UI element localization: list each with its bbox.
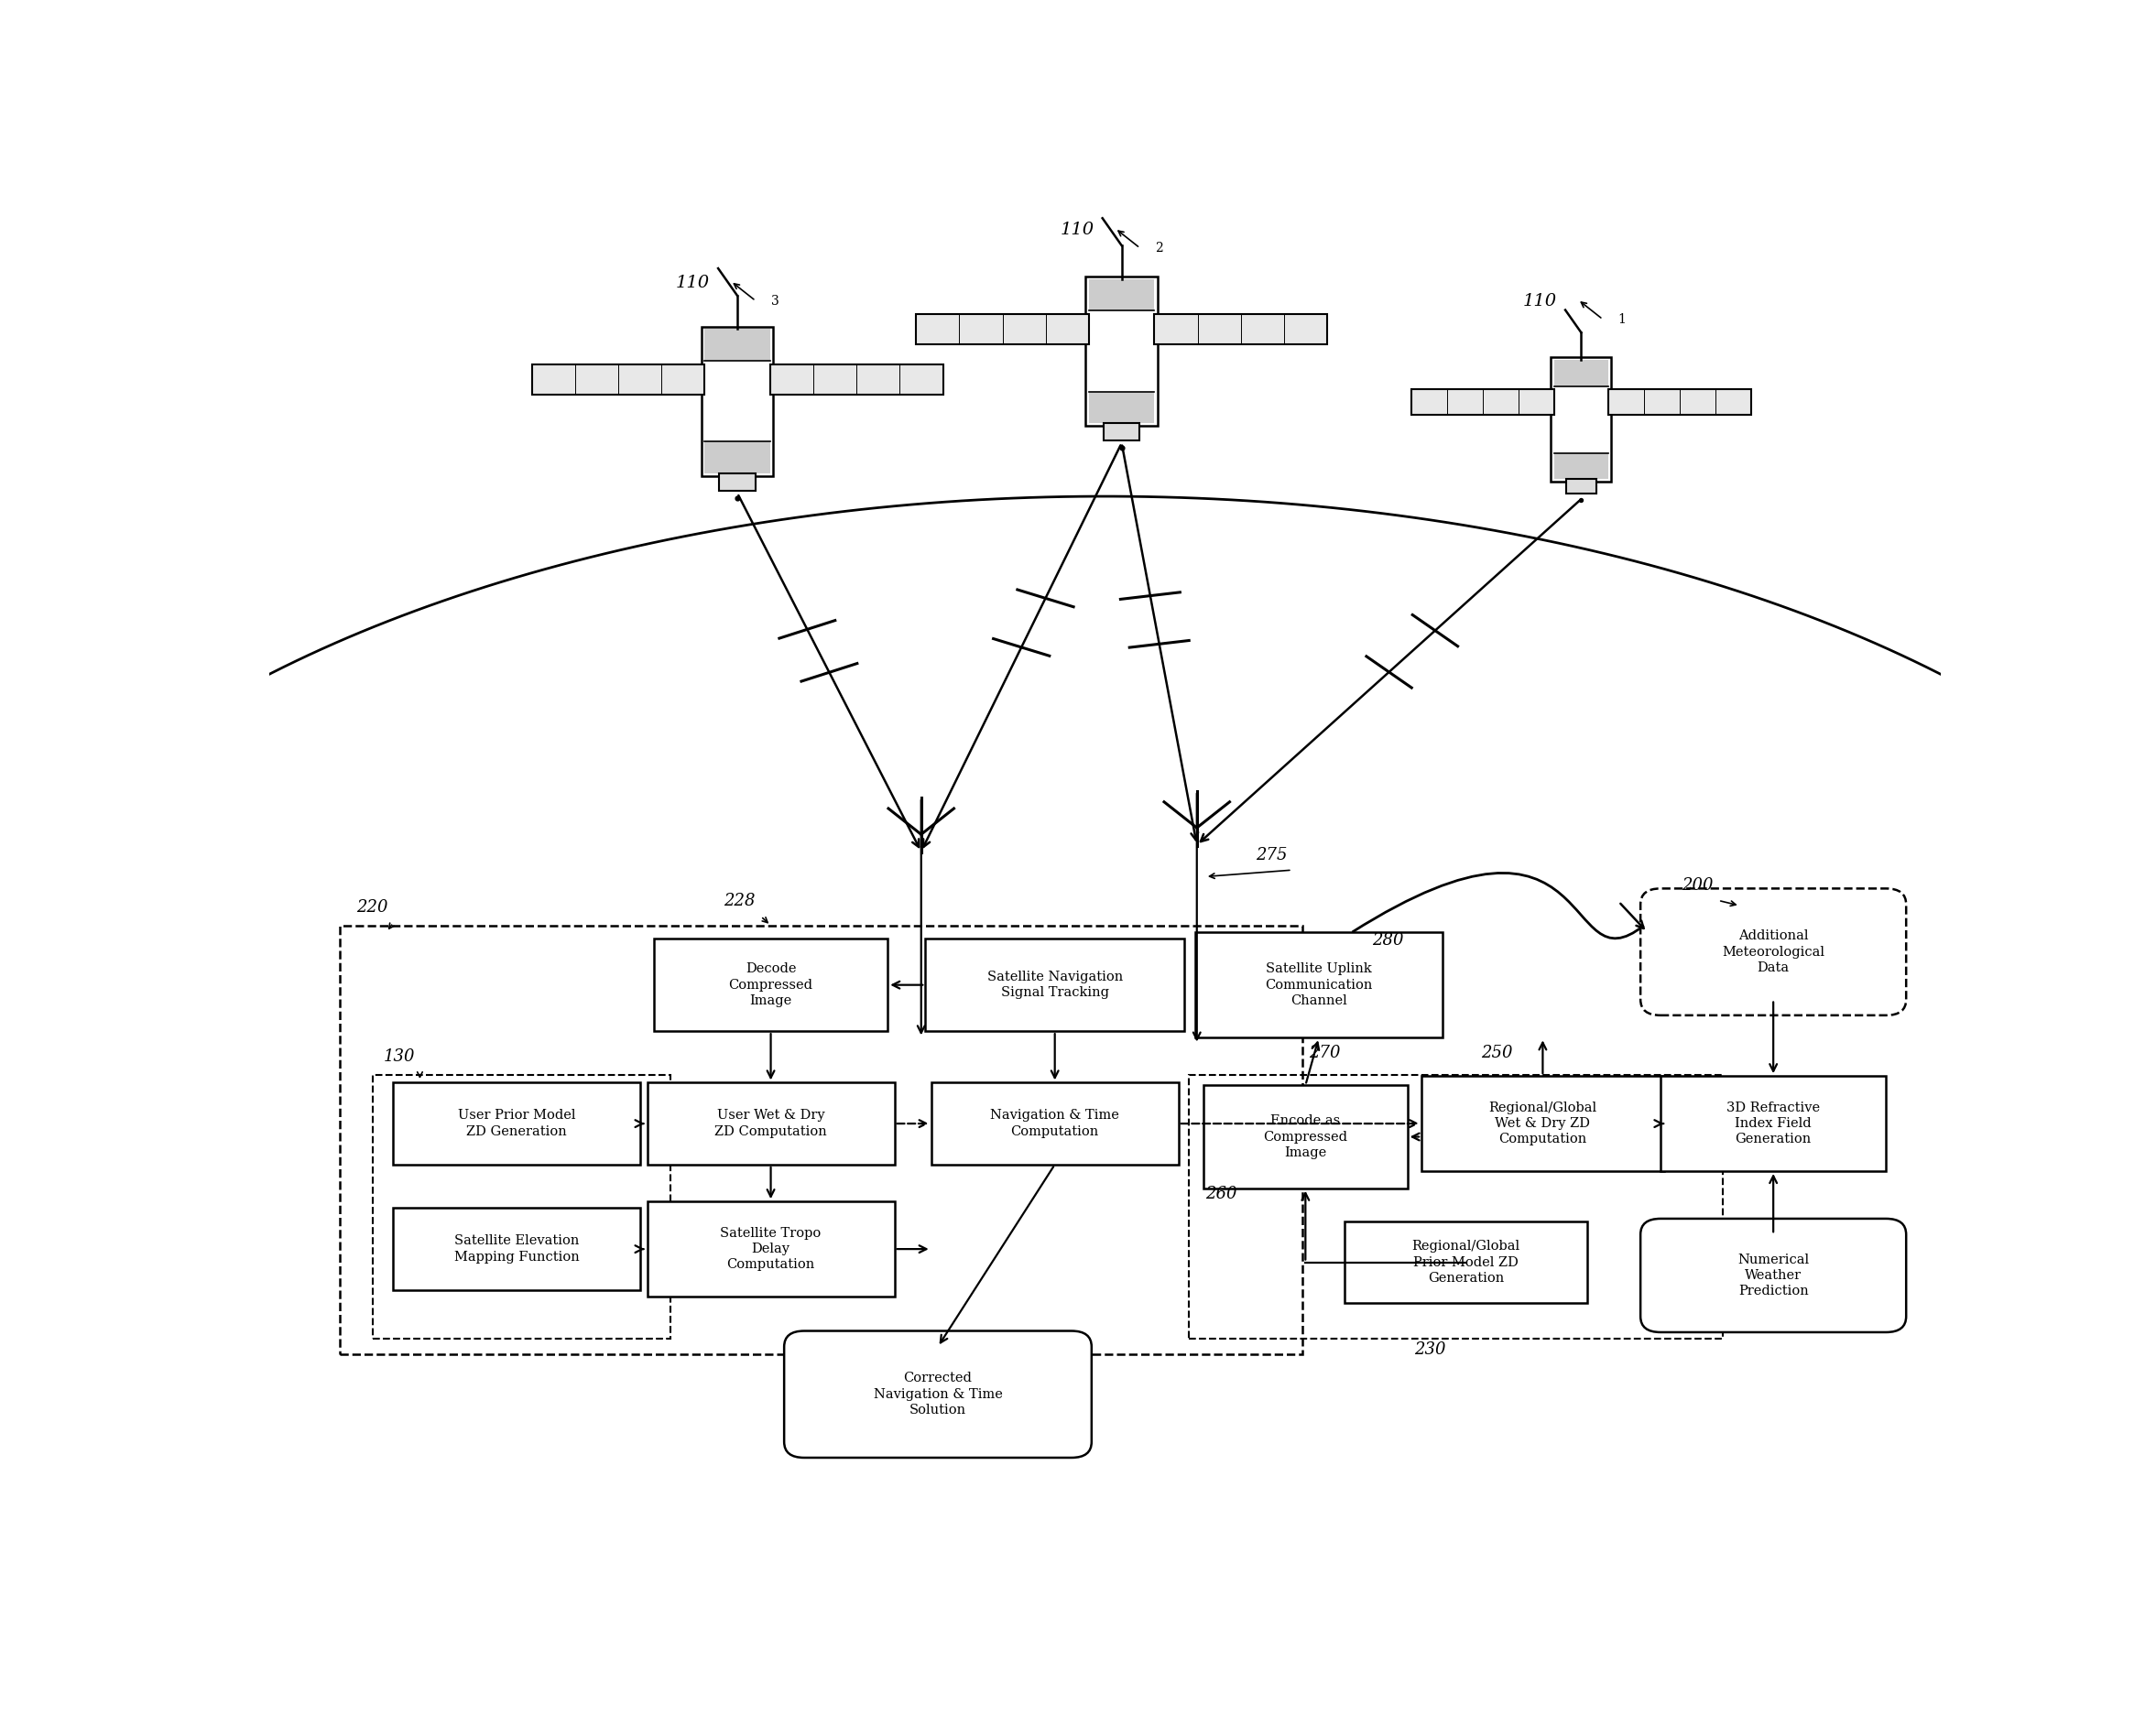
FancyBboxPatch shape	[701, 326, 774, 477]
FancyBboxPatch shape	[1550, 357, 1611, 482]
FancyBboxPatch shape	[785, 1331, 1091, 1458]
Bar	[916, 314, 1089, 345]
Text: Satellite Elevation
Mapping Function: Satellite Elevation Mapping Function	[455, 1235, 580, 1264]
Text: Numerical
Weather
Prediction: Numerical Weather Prediction	[1738, 1254, 1809, 1298]
Text: Corrected
Navigation & Time
Solution: Corrected Navigation & Time Solution	[873, 1372, 1003, 1417]
FancyBboxPatch shape	[392, 1082, 640, 1164]
Text: Regional/Global
Prior Model ZD
Generation: Regional/Global Prior Model ZD Generatio…	[1412, 1240, 1520, 1285]
FancyBboxPatch shape	[653, 938, 888, 1031]
FancyBboxPatch shape	[1194, 933, 1442, 1038]
Bar	[1089, 280, 1153, 310]
Text: 270: 270	[1309, 1044, 1341, 1062]
Text: Satellite Navigation
Signal Tracking: Satellite Navigation Signal Tracking	[987, 971, 1123, 1000]
FancyBboxPatch shape	[925, 938, 1184, 1031]
Text: Additional
Meteorological
Data: Additional Meteorological Data	[1723, 930, 1824, 974]
Bar	[341, 926, 1302, 1355]
FancyBboxPatch shape	[647, 1202, 895, 1297]
Text: 3D Refractive
Index Field
Generation: 3D Refractive Index Field Generation	[1727, 1101, 1820, 1146]
Text: 228: 228	[724, 894, 755, 909]
Bar	[1188, 1075, 1723, 1339]
Bar	[1104, 424, 1141, 441]
Text: 275: 275	[1255, 847, 1287, 863]
FancyBboxPatch shape	[1641, 1219, 1906, 1333]
FancyBboxPatch shape	[392, 1207, 640, 1290]
Text: User Prior Model
ZD Generation: User Prior Model ZD Generation	[457, 1110, 576, 1139]
Text: 220: 220	[356, 899, 388, 916]
Bar	[770, 364, 942, 394]
Bar	[720, 473, 755, 490]
Text: Encode as
Compressed
Image: Encode as Compressed Image	[1263, 1115, 1348, 1159]
FancyBboxPatch shape	[1087, 276, 1158, 425]
Text: 280: 280	[1371, 933, 1404, 948]
Text: 110: 110	[675, 274, 709, 292]
FancyBboxPatch shape	[1660, 1075, 1886, 1171]
Text: 2: 2	[1156, 242, 1162, 256]
Bar	[1554, 360, 1608, 386]
Text: 110: 110	[1061, 221, 1093, 238]
Text: Satellite Uplink
Communication
Channel: Satellite Uplink Communication Channel	[1266, 962, 1373, 1007]
Bar	[1608, 389, 1751, 415]
Bar	[373, 1075, 671, 1339]
Text: 130: 130	[384, 1048, 414, 1065]
Bar	[705, 329, 770, 360]
Bar	[705, 442, 770, 473]
FancyBboxPatch shape	[1345, 1221, 1587, 1303]
FancyBboxPatch shape	[1203, 1086, 1408, 1188]
Text: Navigation & Time
Computation: Navigation & Time Computation	[990, 1110, 1119, 1139]
Text: Decode
Compressed
Image: Decode Compressed Image	[729, 962, 813, 1007]
Text: 1: 1	[1617, 314, 1626, 326]
Text: Satellite Tropo
Delay
Computation: Satellite Tropo Delay Computation	[720, 1226, 821, 1271]
Text: 200: 200	[1682, 876, 1714, 894]
Bar	[1565, 478, 1595, 494]
Text: 260: 260	[1205, 1187, 1238, 1202]
Bar	[1554, 453, 1608, 478]
FancyBboxPatch shape	[1641, 888, 1906, 1015]
Text: Regional/Global
Wet & Dry ZD
Computation: Regional/Global Wet & Dry ZD Computation	[1488, 1101, 1598, 1146]
Text: 250: 250	[1481, 1044, 1514, 1062]
Text: 3: 3	[772, 295, 778, 307]
Text: User Wet & Dry
ZD Computation: User Wet & Dry ZD Computation	[714, 1110, 828, 1139]
FancyBboxPatch shape	[931, 1082, 1179, 1164]
Bar	[1153, 314, 1328, 345]
Bar	[1089, 391, 1153, 424]
FancyBboxPatch shape	[1421, 1075, 1664, 1171]
Bar	[1412, 389, 1554, 415]
Text: 110: 110	[1522, 293, 1557, 310]
FancyBboxPatch shape	[647, 1082, 895, 1164]
Text: 230: 230	[1414, 1341, 1447, 1358]
Bar	[533, 364, 705, 394]
